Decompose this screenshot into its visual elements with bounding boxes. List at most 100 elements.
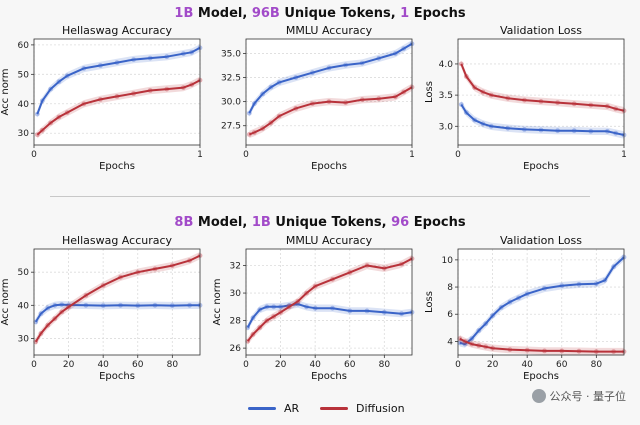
header-bottom-part-d: Unique Tokens, <box>270 215 392 230</box>
x-axis-label: Epochs <box>311 371 347 382</box>
y-tick-label: 4.0 <box>439 60 454 70</box>
x-axis-label: Epochs <box>99 371 135 382</box>
watermark-text: 公众号 · 量子位 <box>549 390 627 403</box>
y-tick-label: 6 <box>447 310 453 320</box>
series-line-ar <box>36 46 201 115</box>
band-ar <box>249 40 412 117</box>
header-top-part-b: Model, <box>193 6 252 21</box>
header-bottom-part-f: Epochs <box>409 215 466 230</box>
y-tick-label: 26 <box>230 344 242 354</box>
x-tick-label: 0 <box>31 150 37 160</box>
series-line-ar <box>248 42 413 114</box>
section-title-top: 1B Model, 96B Unique Tokens, 1 Epochs <box>0 6 640 21</box>
y-tick-label: 4 <box>447 337 453 347</box>
y-tick-label: 50 <box>18 70 30 80</box>
band-ar <box>461 100 624 139</box>
header-top-tokens: 96B <box>251 6 280 21</box>
chart-title: MMLU Accuracy <box>286 234 373 247</box>
axes-frame <box>457 38 625 146</box>
series-line-diffusion <box>36 79 201 136</box>
series-line-diffusion <box>248 86 413 136</box>
x-axis-label: Epochs <box>523 371 559 382</box>
legend-label-ar: AR <box>284 402 300 415</box>
series-line-ar <box>246 303 413 328</box>
band-diffusion <box>35 251 201 346</box>
legend: AR Diffusion <box>0 402 640 420</box>
watermark: 公众号 · 量子位 <box>531 388 627 404</box>
axes-frame <box>245 38 413 146</box>
x-tick-label: 40 <box>309 360 321 370</box>
band-diffusion <box>247 254 412 345</box>
x-tick-label: 1 <box>621 150 627 160</box>
chart-panel-1: 30 40 50 60 0 1 Hellaswag Accuracy Epochs Acc no… <box>0 24 203 172</box>
band-ar <box>35 300 201 326</box>
header-top-part-f: Epochs <box>409 6 466 21</box>
y-tick-label: 8 <box>447 283 453 293</box>
y-tick-label: 3.5 <box>439 91 453 101</box>
chart-title: Hellaswag Accuracy <box>62 24 173 37</box>
x-tick-label: 20 <box>63 360 75 370</box>
y-tick-label: 30 <box>18 334 30 344</box>
header-top-epochs: 1 <box>400 6 410 21</box>
x-tick-label: 0 <box>243 150 249 160</box>
chart-title: Validation Loss <box>500 234 582 247</box>
y-tick-label: 40 <box>18 100 30 110</box>
section-title-bottom: 8B Model, 1B Unique Tokens, 96 Epochs <box>0 215 640 230</box>
header-bottom-tokens: 1B <box>251 215 271 230</box>
chart-title: Hellaswag Accuracy <box>62 234 173 247</box>
y-tick-label: 10 <box>442 256 454 266</box>
y-tick-label: 30 <box>230 289 242 299</box>
band-diffusion <box>249 83 412 139</box>
section-divider <box>50 196 590 197</box>
chart-title: Validation Loss <box>500 24 582 37</box>
axes-frame <box>245 248 413 356</box>
y-axis-label: Loss <box>424 291 435 313</box>
header-bottom-epochs: 96 <box>391 215 410 230</box>
band-diffusion <box>459 335 624 356</box>
header-top-part-d: Unique Tokens, <box>279 6 401 21</box>
band-diffusion <box>37 76 200 139</box>
y-tick-label: 32 <box>230 262 241 272</box>
x-tick-label: 1 <box>409 150 415 160</box>
plot-area <box>458 249 624 355</box>
x-tick-label: 40 <box>97 360 109 370</box>
band-diffusion <box>461 60 624 115</box>
y-tick-label: 32.5 <box>221 74 241 84</box>
band-ar <box>37 44 200 118</box>
y-tick-label: 50 <box>18 268 30 278</box>
series-line-diffusion <box>460 63 625 112</box>
wechat-icon <box>531 389 546 403</box>
x-tick-label: 80 <box>379 360 391 370</box>
x-tick-label: 20 <box>275 360 287 370</box>
y-tick-label: 35.0 <box>221 49 241 59</box>
x-axis-label: Epochs <box>99 161 135 172</box>
chart-panel-6: 4 6 8 10 0 20 40 60 80 Validation Loss Epochs Loss <box>424 234 627 382</box>
x-tick-label: 60 <box>344 360 356 370</box>
axes-frame <box>33 248 201 356</box>
chart-panel-5: 26 28 30 32 0 20 40 60 80 MMLU Accuracy Epochs Acc … <box>212 234 415 382</box>
x-tick-label: 60 <box>132 360 144 370</box>
x-tick-label: 0 <box>31 360 37 370</box>
y-tick-label: 40 <box>18 301 30 311</box>
x-tick-label: 1 <box>197 150 203 160</box>
y-axis-label: Loss <box>424 81 435 103</box>
x-tick-label: 80 <box>167 360 179 370</box>
x-tick-label: 80 <box>591 360 603 370</box>
y-tick-label: 3.0 <box>439 122 454 132</box>
series-line-diffusion <box>34 254 201 343</box>
x-tick-label: 0 <box>455 360 461 370</box>
y-tick-label: 60 <box>18 41 30 51</box>
chart-title: MMLU Accuracy <box>286 24 373 37</box>
x-tick-label: 0 <box>455 150 461 160</box>
y-tick-label: 30.0 <box>221 98 241 108</box>
y-tick-label: 30 <box>18 129 30 139</box>
x-tick-label: 20 <box>487 360 499 370</box>
y-tick-label: 27.5 <box>221 122 241 132</box>
series-line-diffusion <box>459 337 624 353</box>
x-tick-label: 60 <box>556 360 568 370</box>
chart-panel-3: 3.0 3.5 4.0 0 1 Validation Loss Epochs Loss <box>424 24 627 172</box>
legend-item-ar: AR <box>248 402 299 415</box>
chart-panel-2: 27.5 30.0 32.5 35.0 0 1 MMLU Accuracy Epochs <box>221 24 415 172</box>
legend-item-diffusion: Diffusion <box>320 402 405 415</box>
